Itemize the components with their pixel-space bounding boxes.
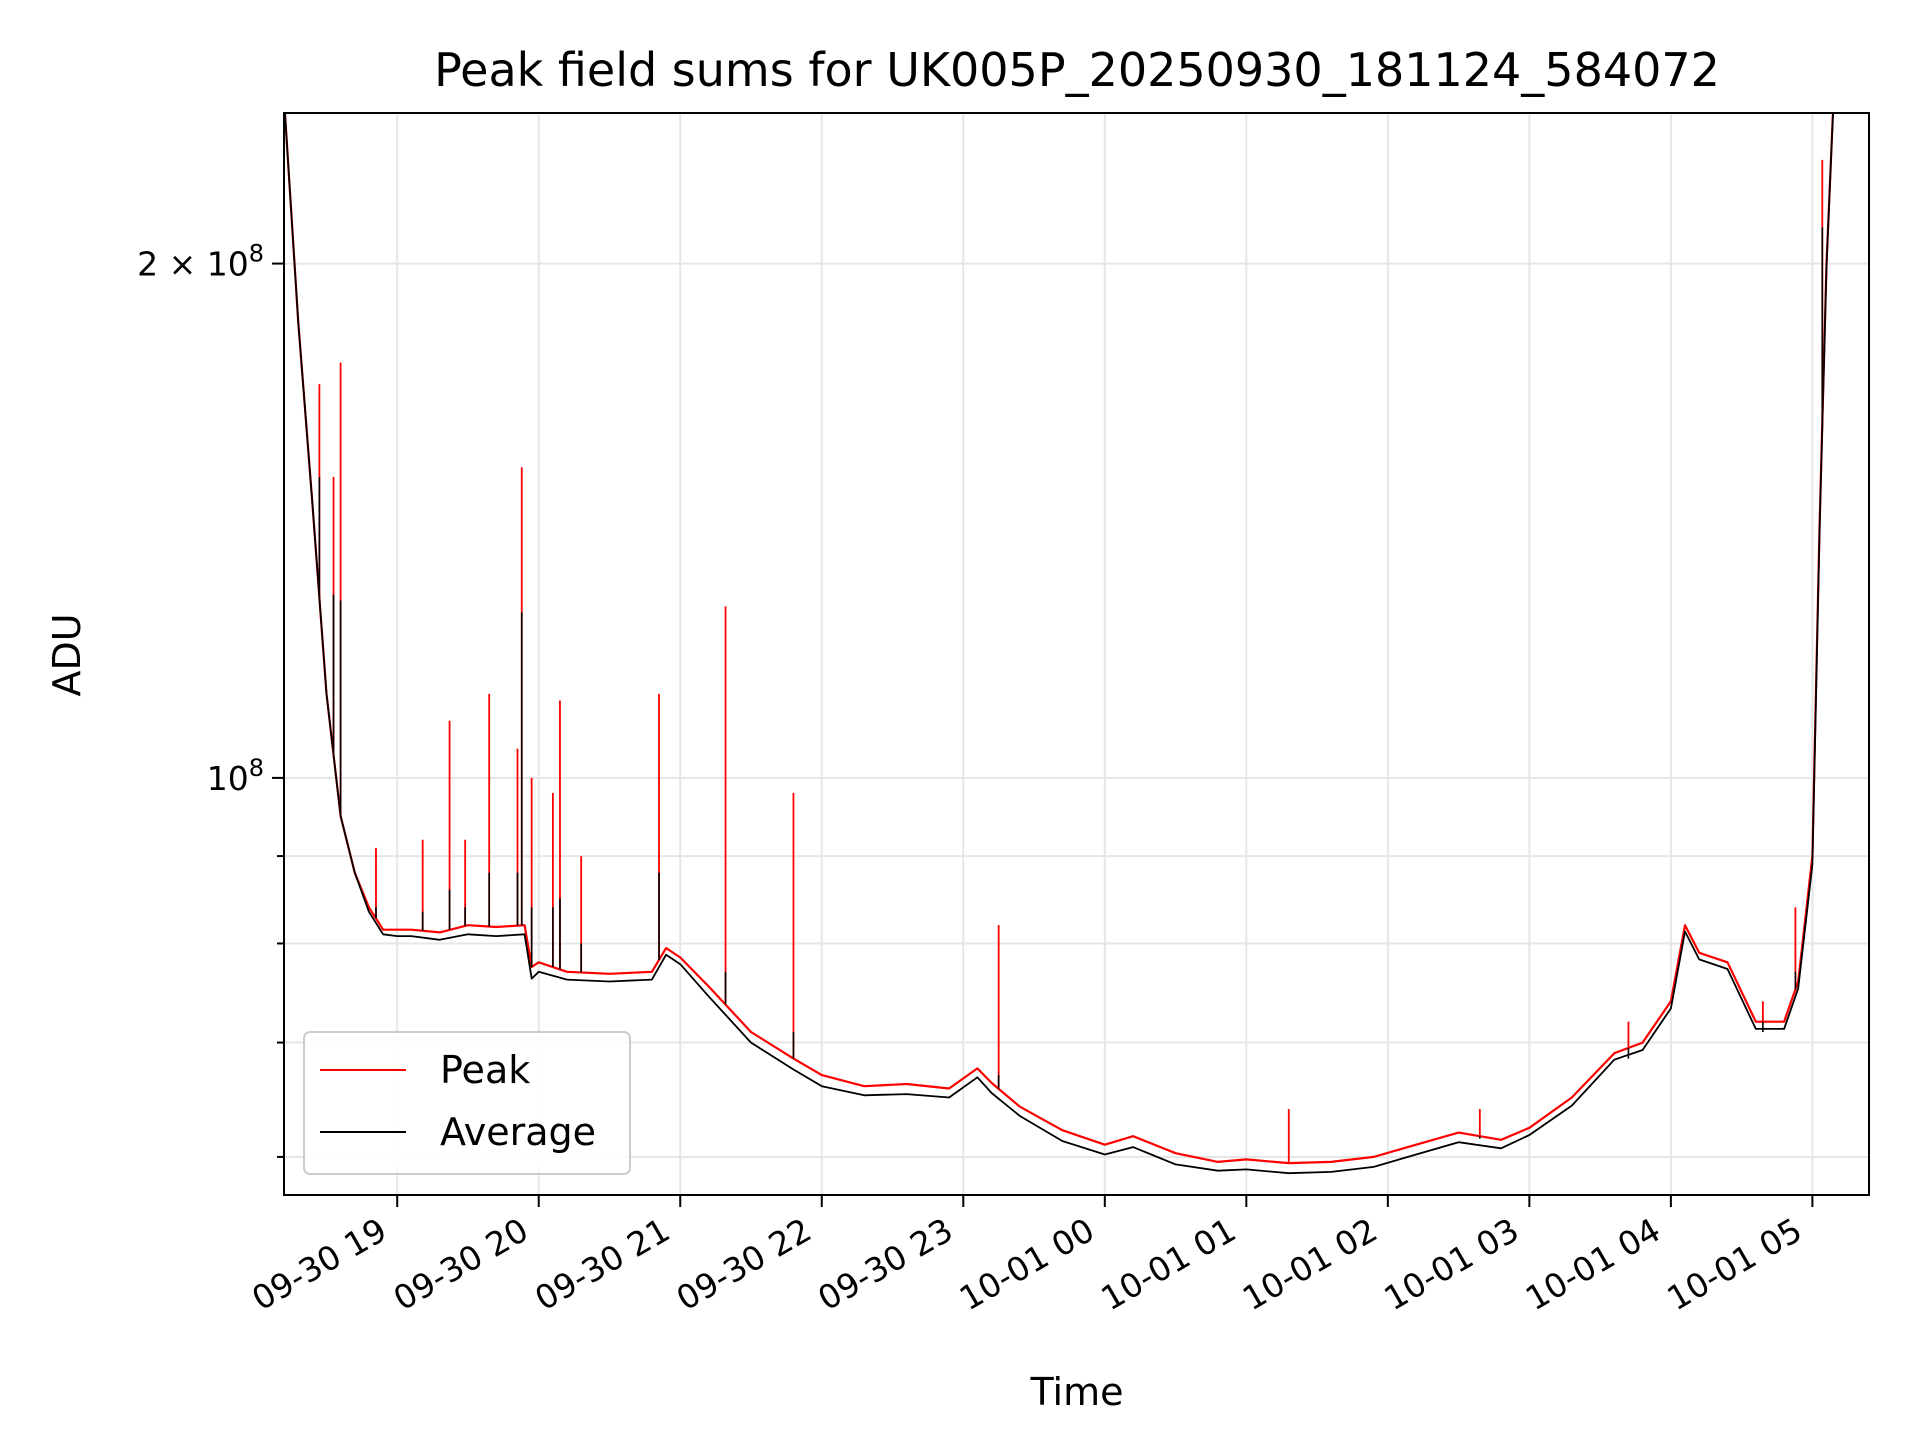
y-axis-label: ADU xyxy=(45,613,89,696)
grid-layer xyxy=(284,113,1869,1195)
y-tick-label-base: 2 × 10 xyxy=(137,245,249,284)
peak-series-line xyxy=(284,113,1835,1165)
average-series-line xyxy=(284,113,1834,1175)
y-tick-label: 2 × 108 xyxy=(137,240,264,284)
y-tick-label-exponent: 8 xyxy=(249,240,264,268)
plot-frame xyxy=(283,112,1870,1196)
legend-box xyxy=(303,1031,631,1175)
x-axis-label: Time xyxy=(1030,1370,1124,1414)
legend-label-average: Average xyxy=(440,1110,596,1154)
chart-title: Peak field sums for UK005P_20250930_1811… xyxy=(434,43,1720,97)
y-tick-label: 108 xyxy=(207,754,264,798)
data-layer xyxy=(284,113,1835,1175)
legend: Peak Average xyxy=(303,1031,631,1175)
y-tick-label-base: 10 xyxy=(207,759,249,798)
legend-label-peak: Peak xyxy=(440,1048,530,1092)
y-tick-label-exponent: 8 xyxy=(249,754,264,782)
